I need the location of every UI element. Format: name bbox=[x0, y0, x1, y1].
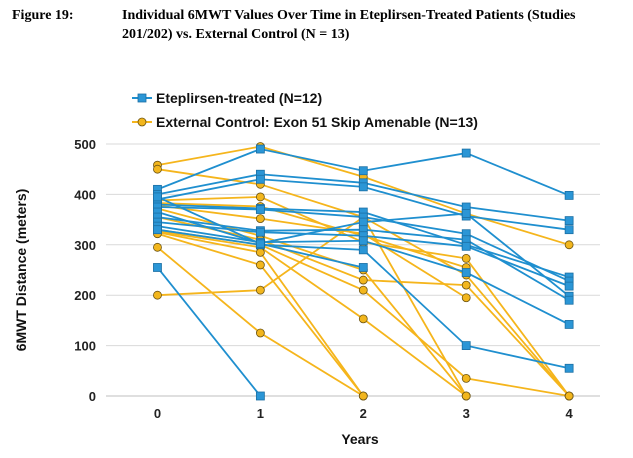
treated-patient-line bbox=[156, 266, 262, 397]
control-data-point bbox=[255, 192, 265, 202]
control-patient-line bbox=[157, 231, 365, 397]
x-tick-label: 1 bbox=[257, 406, 264, 421]
control-data-point bbox=[255, 247, 265, 257]
treated-data-point bbox=[153, 263, 162, 272]
x-tick-label: 0 bbox=[154, 406, 161, 421]
control-patient-line bbox=[157, 215, 467, 397]
treated-data-point bbox=[461, 341, 471, 351]
treated-data-point bbox=[461, 241, 471, 251]
treated-data-point bbox=[255, 227, 265, 237]
control-data-point bbox=[153, 164, 162, 174]
control-patient-line bbox=[156, 246, 364, 397]
control-data-point bbox=[564, 391, 574, 401]
treated-data-point bbox=[564, 216, 574, 226]
y-tick-label: 100 bbox=[74, 339, 96, 354]
legend: Eteplirsen-treated (N=12) External Contro… bbox=[132, 90, 478, 130]
figure-title: Individual 6MWT Values Over Time in Etep… bbox=[122, 8, 576, 42]
legend-marker bbox=[137, 93, 147, 103]
treated-data-point bbox=[358, 182, 368, 192]
treated-data-point bbox=[564, 281, 574, 291]
treated-data-point bbox=[564, 295, 574, 305]
legend-label: External Control: Exon 51 Skip Amenable … bbox=[156, 114, 478, 130]
treated-data-point bbox=[358, 166, 368, 176]
treated-data-point bbox=[461, 209, 471, 218]
y-tick-label: 400 bbox=[74, 187, 96, 202]
x-tick-label: 4 bbox=[566, 406, 574, 421]
legend-marker bbox=[137, 117, 147, 127]
control-patient-line bbox=[157, 232, 364, 397]
control-data-point bbox=[358, 275, 368, 285]
y-tick-label: 500 bbox=[74, 137, 96, 152]
treated-data-point bbox=[564, 363, 574, 373]
control-data-point bbox=[255, 260, 265, 270]
treated-data-point bbox=[358, 236, 368, 246]
x-axis-title: Years bbox=[341, 431, 379, 447]
treated-data-point bbox=[255, 174, 265, 184]
treated-data-point bbox=[564, 320, 574, 329]
treated-data-point bbox=[358, 245, 368, 255]
treated-data-point bbox=[153, 225, 162, 235]
control-data-point bbox=[461, 280, 471, 290]
control-data-point bbox=[358, 314, 368, 324]
control-data-point bbox=[461, 391, 471, 401]
treated-data-point bbox=[564, 191, 574, 200]
control-data-point bbox=[461, 293, 471, 303]
control-data-point bbox=[153, 290, 162, 300]
axes: 0 100 200 300 400 500 0 1 2 3 4 bbox=[74, 137, 600, 421]
gridlines bbox=[106, 143, 600, 347]
x-tick-label: 3 bbox=[463, 406, 470, 421]
control-data-point bbox=[358, 391, 368, 401]
series-markers bbox=[153, 142, 574, 401]
y-tick-label: 300 bbox=[74, 238, 96, 253]
control-data-point bbox=[255, 328, 265, 338]
control-data-point bbox=[461, 373, 471, 383]
treated-data-point bbox=[461, 268, 471, 277]
treated-data-point bbox=[358, 217, 368, 227]
control-data-point bbox=[255, 214, 265, 223]
treated-data-point bbox=[153, 192, 162, 202]
control-patient-line bbox=[157, 230, 467, 397]
y-axis-title: 6MWT Distance (meters) bbox=[13, 189, 29, 352]
y-tick-label: 0 bbox=[89, 389, 96, 404]
treated-data-point bbox=[358, 263, 368, 272]
control-data-point bbox=[358, 285, 368, 295]
control-data-point bbox=[153, 242, 162, 252]
treated-data-point bbox=[255, 205, 265, 214]
treated-data-point bbox=[255, 239, 265, 249]
legend-label: Eteplirsen-treated (N=12) bbox=[156, 90, 322, 106]
control-data-point bbox=[564, 240, 574, 250]
control-data-point bbox=[461, 254, 471, 263]
treated-data-point bbox=[255, 144, 265, 154]
x-tick-label: 2 bbox=[360, 406, 367, 421]
figure-label: Figure 19: bbox=[12, 8, 74, 23]
control-patient-line bbox=[157, 202, 467, 269]
control-patient-line bbox=[157, 204, 467, 299]
control-data-point bbox=[255, 285, 265, 295]
treated-data-point bbox=[461, 148, 471, 158]
treated-data-point bbox=[564, 225, 574, 235]
treated-data-point bbox=[255, 391, 265, 401]
y-tick-label: 200 bbox=[74, 288, 96, 303]
